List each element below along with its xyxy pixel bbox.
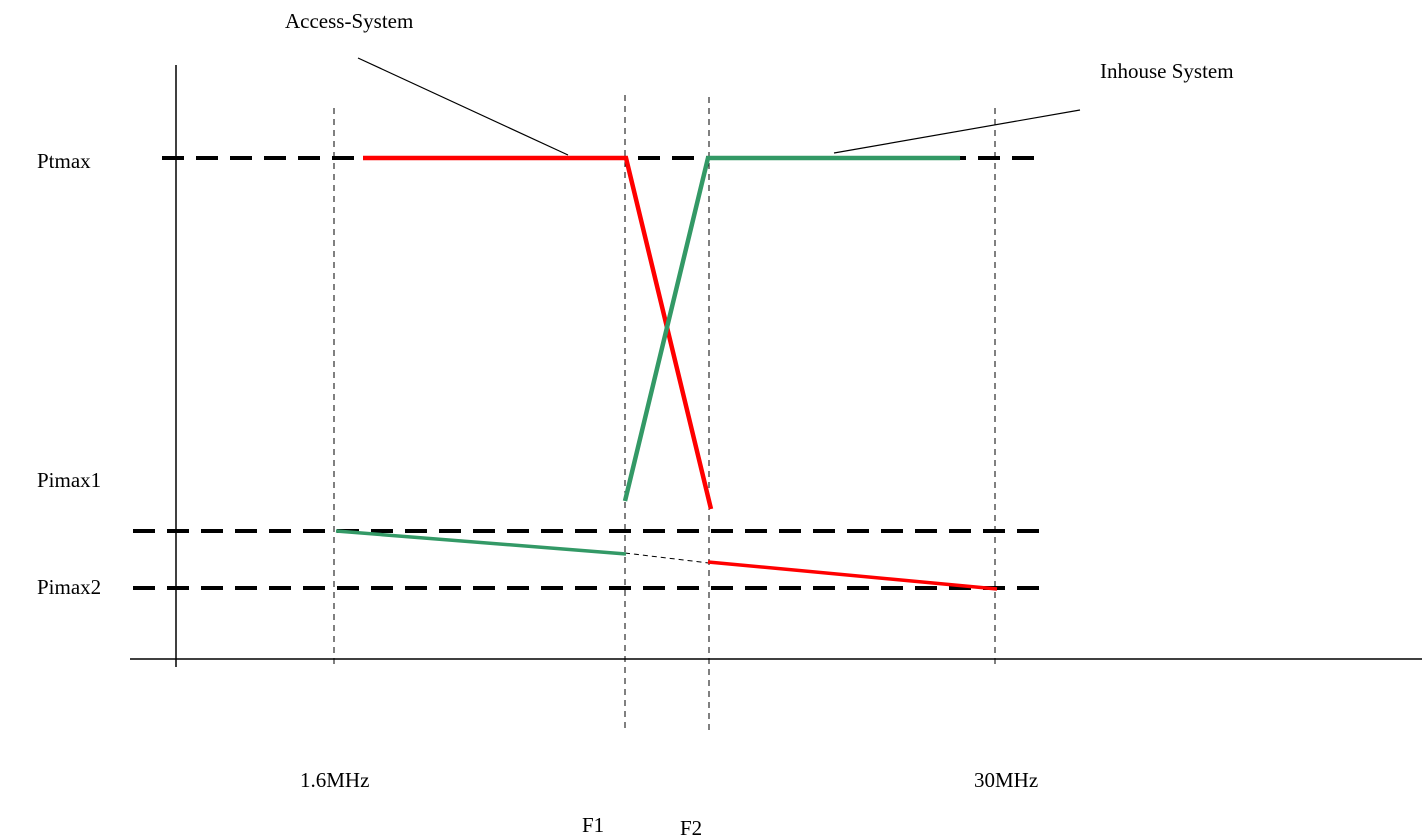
freq-low-label: 1.6MHz bbox=[300, 768, 369, 792]
access-system-lower-segment bbox=[707, 560, 998, 591]
pimax2-label: Pimax2 bbox=[37, 575, 101, 599]
f1-label: F1 bbox=[582, 813, 604, 837]
lower-slope-connector bbox=[624, 552, 710, 564]
inhouse-system-label: Inhouse System bbox=[1100, 59, 1234, 83]
inhouse-system-pointer bbox=[833, 109, 1081, 154]
ptmax-label: Ptmax bbox=[37, 149, 91, 173]
inhouse-system-lower-segment bbox=[335, 529, 627, 556]
freq-high-label: 30MHz bbox=[974, 768, 1038, 792]
access-system-curve bbox=[363, 155, 714, 510]
f2-label: F2 bbox=[680, 816, 702, 837]
access-system-label: Access-System bbox=[285, 9, 413, 33]
access-system-pointer bbox=[357, 57, 569, 156]
pimax1-label: Pimax1 bbox=[37, 468, 101, 492]
inhouse-system-curve bbox=[622, 155, 960, 502]
